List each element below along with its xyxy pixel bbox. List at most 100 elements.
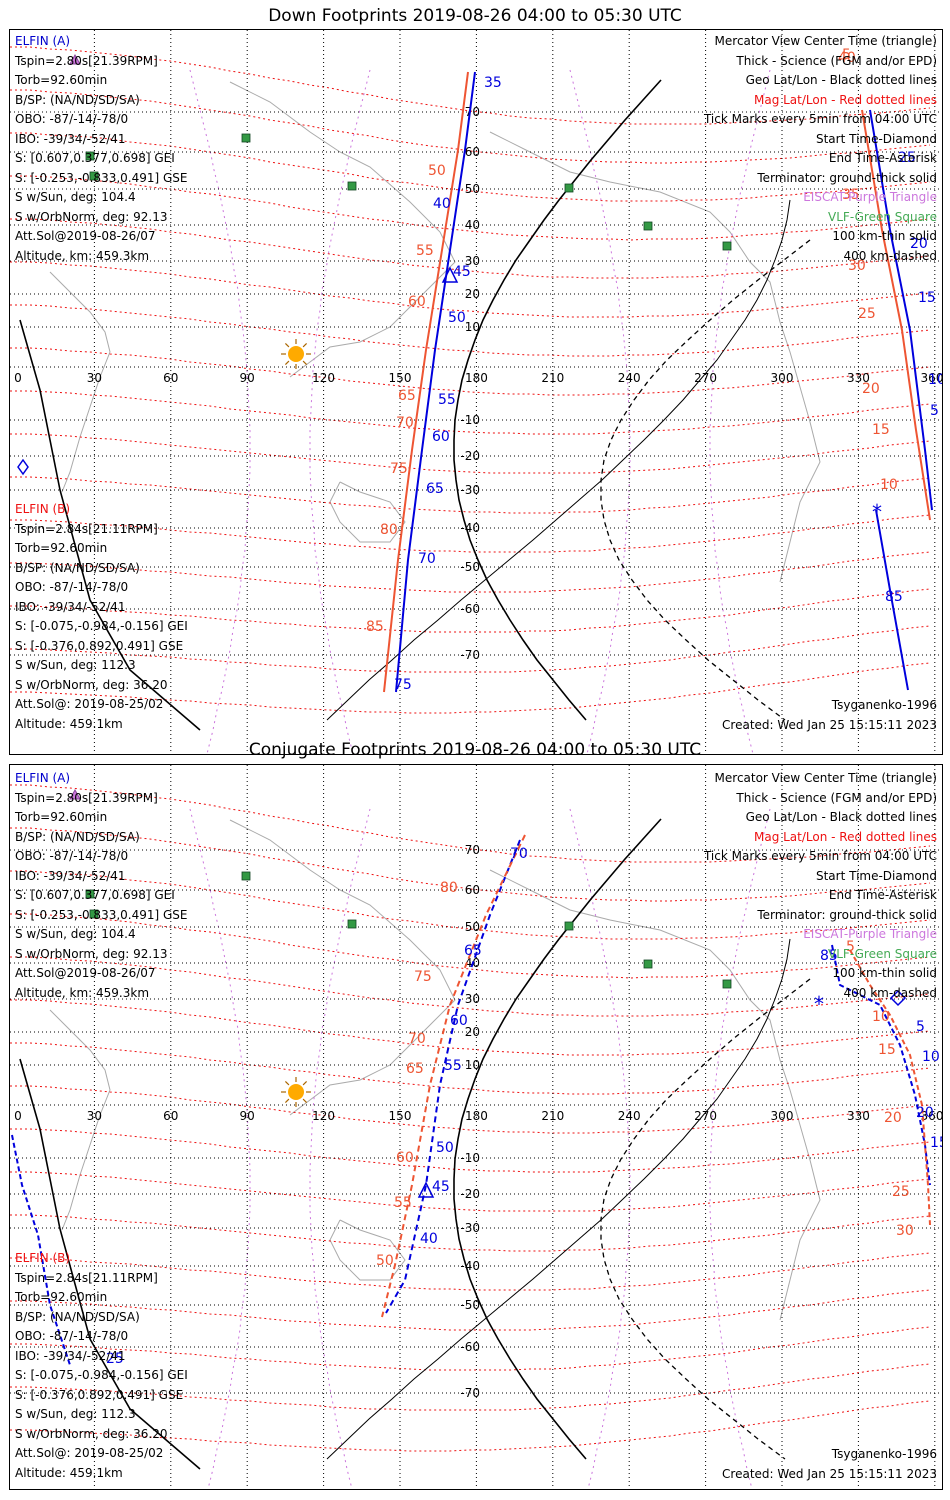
vlf-station-marker xyxy=(722,979,732,989)
elfin-b-tick-label: 40 xyxy=(838,50,856,66)
mag-longitude-line xyxy=(309,808,371,1489)
elfin-b-tick-label: 65 xyxy=(398,388,416,404)
elfin-a-tick-label: 50 xyxy=(448,310,466,326)
sun-icon xyxy=(288,1084,304,1100)
elfin-b-line: IBO: -39/34/-52/41 xyxy=(15,599,126,614)
mercator-center-triangle xyxy=(441,266,459,283)
sun-ray xyxy=(302,360,308,366)
elfin-a-line: Att.Sol@2019-08-26/07 xyxy=(15,229,156,243)
latitude-tick-label: -50 xyxy=(460,560,480,574)
vlf-station-marker xyxy=(85,151,95,161)
elfin-a-tick-label: 10 xyxy=(928,372,942,388)
elfin-b-line: S: [-0.376,0.892,0.491] GSE xyxy=(15,638,184,653)
map-legend: Mercator View Center Time (triangle) Thi… xyxy=(704,32,937,266)
elfin-b-tick-label: 80 xyxy=(380,522,398,538)
vlf-station-marker xyxy=(564,921,574,931)
mag-latitude-line xyxy=(10,662,931,714)
latitude-tick-label: 40 xyxy=(465,218,480,232)
elfin-a-line: S w/OrbNorm, deg: 92.13 xyxy=(15,946,168,961)
longitude-tick-label: 330 xyxy=(847,1109,870,1123)
start-time-diamond xyxy=(17,458,29,476)
elfin-b-line: Att.Sol@: 2019-08-25/02 xyxy=(15,697,164,711)
elfin-b-line: S w/Sun, deg: 112.3 xyxy=(15,1407,136,1421)
elfin-b-line: OBO: -87/-14/-78/0 xyxy=(15,580,129,594)
elfin-b-tick-label: 55 xyxy=(416,243,434,259)
elfin-b-name: ELFIN (B) xyxy=(15,1251,71,1265)
elfin-b-line: S: [-0.075,-0.984,-0.156] GEI xyxy=(15,619,188,633)
elfin-b-line: B/SP: (NA/ND/SD/SA) xyxy=(15,560,140,575)
elfin-a-line: S: [-0.253,-0.833,0.491] GSE xyxy=(15,170,188,185)
legend-item: VLF-Green Square xyxy=(828,946,937,961)
legend-item: 400 km-dashed xyxy=(843,248,937,263)
legend-item: Geo Lat/Lon - Black dotted lines xyxy=(745,810,937,824)
longitude-tick-label: 0 xyxy=(14,1109,22,1123)
elfin-a-tick-label: 60 xyxy=(450,1013,468,1029)
latitude-tick-label: -10 xyxy=(460,1151,480,1165)
legend-item: EISCAT-Purple Triangle xyxy=(803,190,937,204)
mag-latitude-line xyxy=(10,1363,931,1411)
elfin-a-tick-label: 60 xyxy=(432,429,450,445)
elfin-b-tick-label: 30 xyxy=(896,1223,914,1239)
elfin-b-track xyxy=(383,71,469,693)
elfin-a-line: Att.Sol@2019-08-26/07 xyxy=(15,966,156,980)
down-footprints-map-panel: 0 30 60 90 120 150 180 210 240 270 300 330 360 70 60 50… xyxy=(9,29,943,755)
conjugate-footprints-title: Conjugate Footprints 2019-08-26 04:00 to… xyxy=(248,740,702,760)
longitude-tick-label: 360 xyxy=(921,371,942,385)
map-legend: Mercator View Center Time (triangle) Thi… xyxy=(704,769,937,1003)
mag-latitude-line xyxy=(10,999,931,1056)
latitude-tick-label: 20 xyxy=(465,287,480,301)
latitude-tick-label: -70 xyxy=(460,1386,480,1400)
legend-item: Start Time-Diamond xyxy=(815,868,937,883)
elfin-a-tick-label: 45 xyxy=(432,1179,450,1195)
vlf-station-marker xyxy=(564,183,574,193)
vlf-station-marker xyxy=(241,133,251,143)
elfin-b-tick-label: 55 xyxy=(394,1195,412,1211)
elfin-a-line: S w/Sun, deg: 104.4 xyxy=(15,190,136,204)
created-timestamp: Created: Wed Jan 25 15:15:11 2023 xyxy=(722,1467,937,1481)
sun-ray xyxy=(284,1080,290,1086)
longitude-tick-label: 240 xyxy=(618,1109,641,1123)
mag-latitude-line xyxy=(10,625,931,673)
longitude-tick-label: 360 xyxy=(921,1109,942,1123)
elfin-a-line: B/SP: (NA/ND/SD/SA) xyxy=(15,829,140,844)
sun-icon xyxy=(288,346,304,362)
elfin-a-tick-label: 50 xyxy=(436,1140,454,1156)
elfin-a-line: S: [0.607,0.377,0.698] GEI xyxy=(15,888,175,902)
latitude-tick-label: 10 xyxy=(465,1058,480,1072)
elfin-b-name: ELFIN (B) xyxy=(15,502,71,516)
coastline xyxy=(49,271,111,493)
coastline xyxy=(229,819,456,1116)
terminator-100km-curve xyxy=(326,199,791,721)
latitude-tick-label: -20 xyxy=(460,449,480,463)
elfin-a-tick-label: 40 xyxy=(420,1231,438,1247)
elfin-b-line: Att.Sol@: 2019-08-25/02 xyxy=(15,1446,164,1460)
latitude-tick-label: 10 xyxy=(465,320,480,334)
mag-latitude-line xyxy=(10,956,931,1017)
elfin-a-tick-label: 40 xyxy=(433,196,451,212)
elfin-a-tick-label: 5 xyxy=(930,403,939,419)
mag-latitude-line xyxy=(10,132,931,202)
elfin-b-line: Tspin=2.84s[21.11RPM] xyxy=(15,521,158,536)
elfin-b-tick-label: 60 xyxy=(408,294,426,310)
elfin-a-tick-label: 20 xyxy=(910,236,928,252)
elfin-b-tick-label: 80 xyxy=(440,880,458,896)
elfin-a-line: IBO: -39/34/-52/41 xyxy=(15,868,126,883)
elfin-a-name: ELFIN (A) xyxy=(15,771,71,785)
elfin-b-line: Torb=92.60min xyxy=(15,1290,108,1304)
legend-item: Mercator View Center Time (triangle) xyxy=(714,771,937,785)
elfin-a-line: S w/Sun, deg: 104.4 xyxy=(15,927,136,941)
legend-item: Thick - Science (FGM and/or EPD) xyxy=(736,53,937,68)
sun-ray xyxy=(302,342,308,348)
latitude-tick-label: 30 xyxy=(465,992,480,1006)
mag-latitude-line xyxy=(10,261,931,318)
legend-item: Tick Marks every 5min from 04:00 UTC xyxy=(703,112,937,126)
elfin-a-tick-label: 70 xyxy=(418,551,436,567)
mercator-map: 0 30 60 90 120 150 180 210 240 270 300 330 360 70 60 50… xyxy=(10,30,942,754)
elfin-a-tick-label: 55 xyxy=(438,392,456,408)
mag-latitude-line xyxy=(10,1326,931,1371)
longitude-tick-label: 90 xyxy=(240,371,255,385)
end-time-asterisk: * xyxy=(814,992,824,1016)
longitude-tick-label: 60 xyxy=(163,1109,178,1123)
elfin-b-tick-label: 15 xyxy=(878,1042,896,1058)
latitude-tick-label: -20 xyxy=(460,1187,480,1201)
